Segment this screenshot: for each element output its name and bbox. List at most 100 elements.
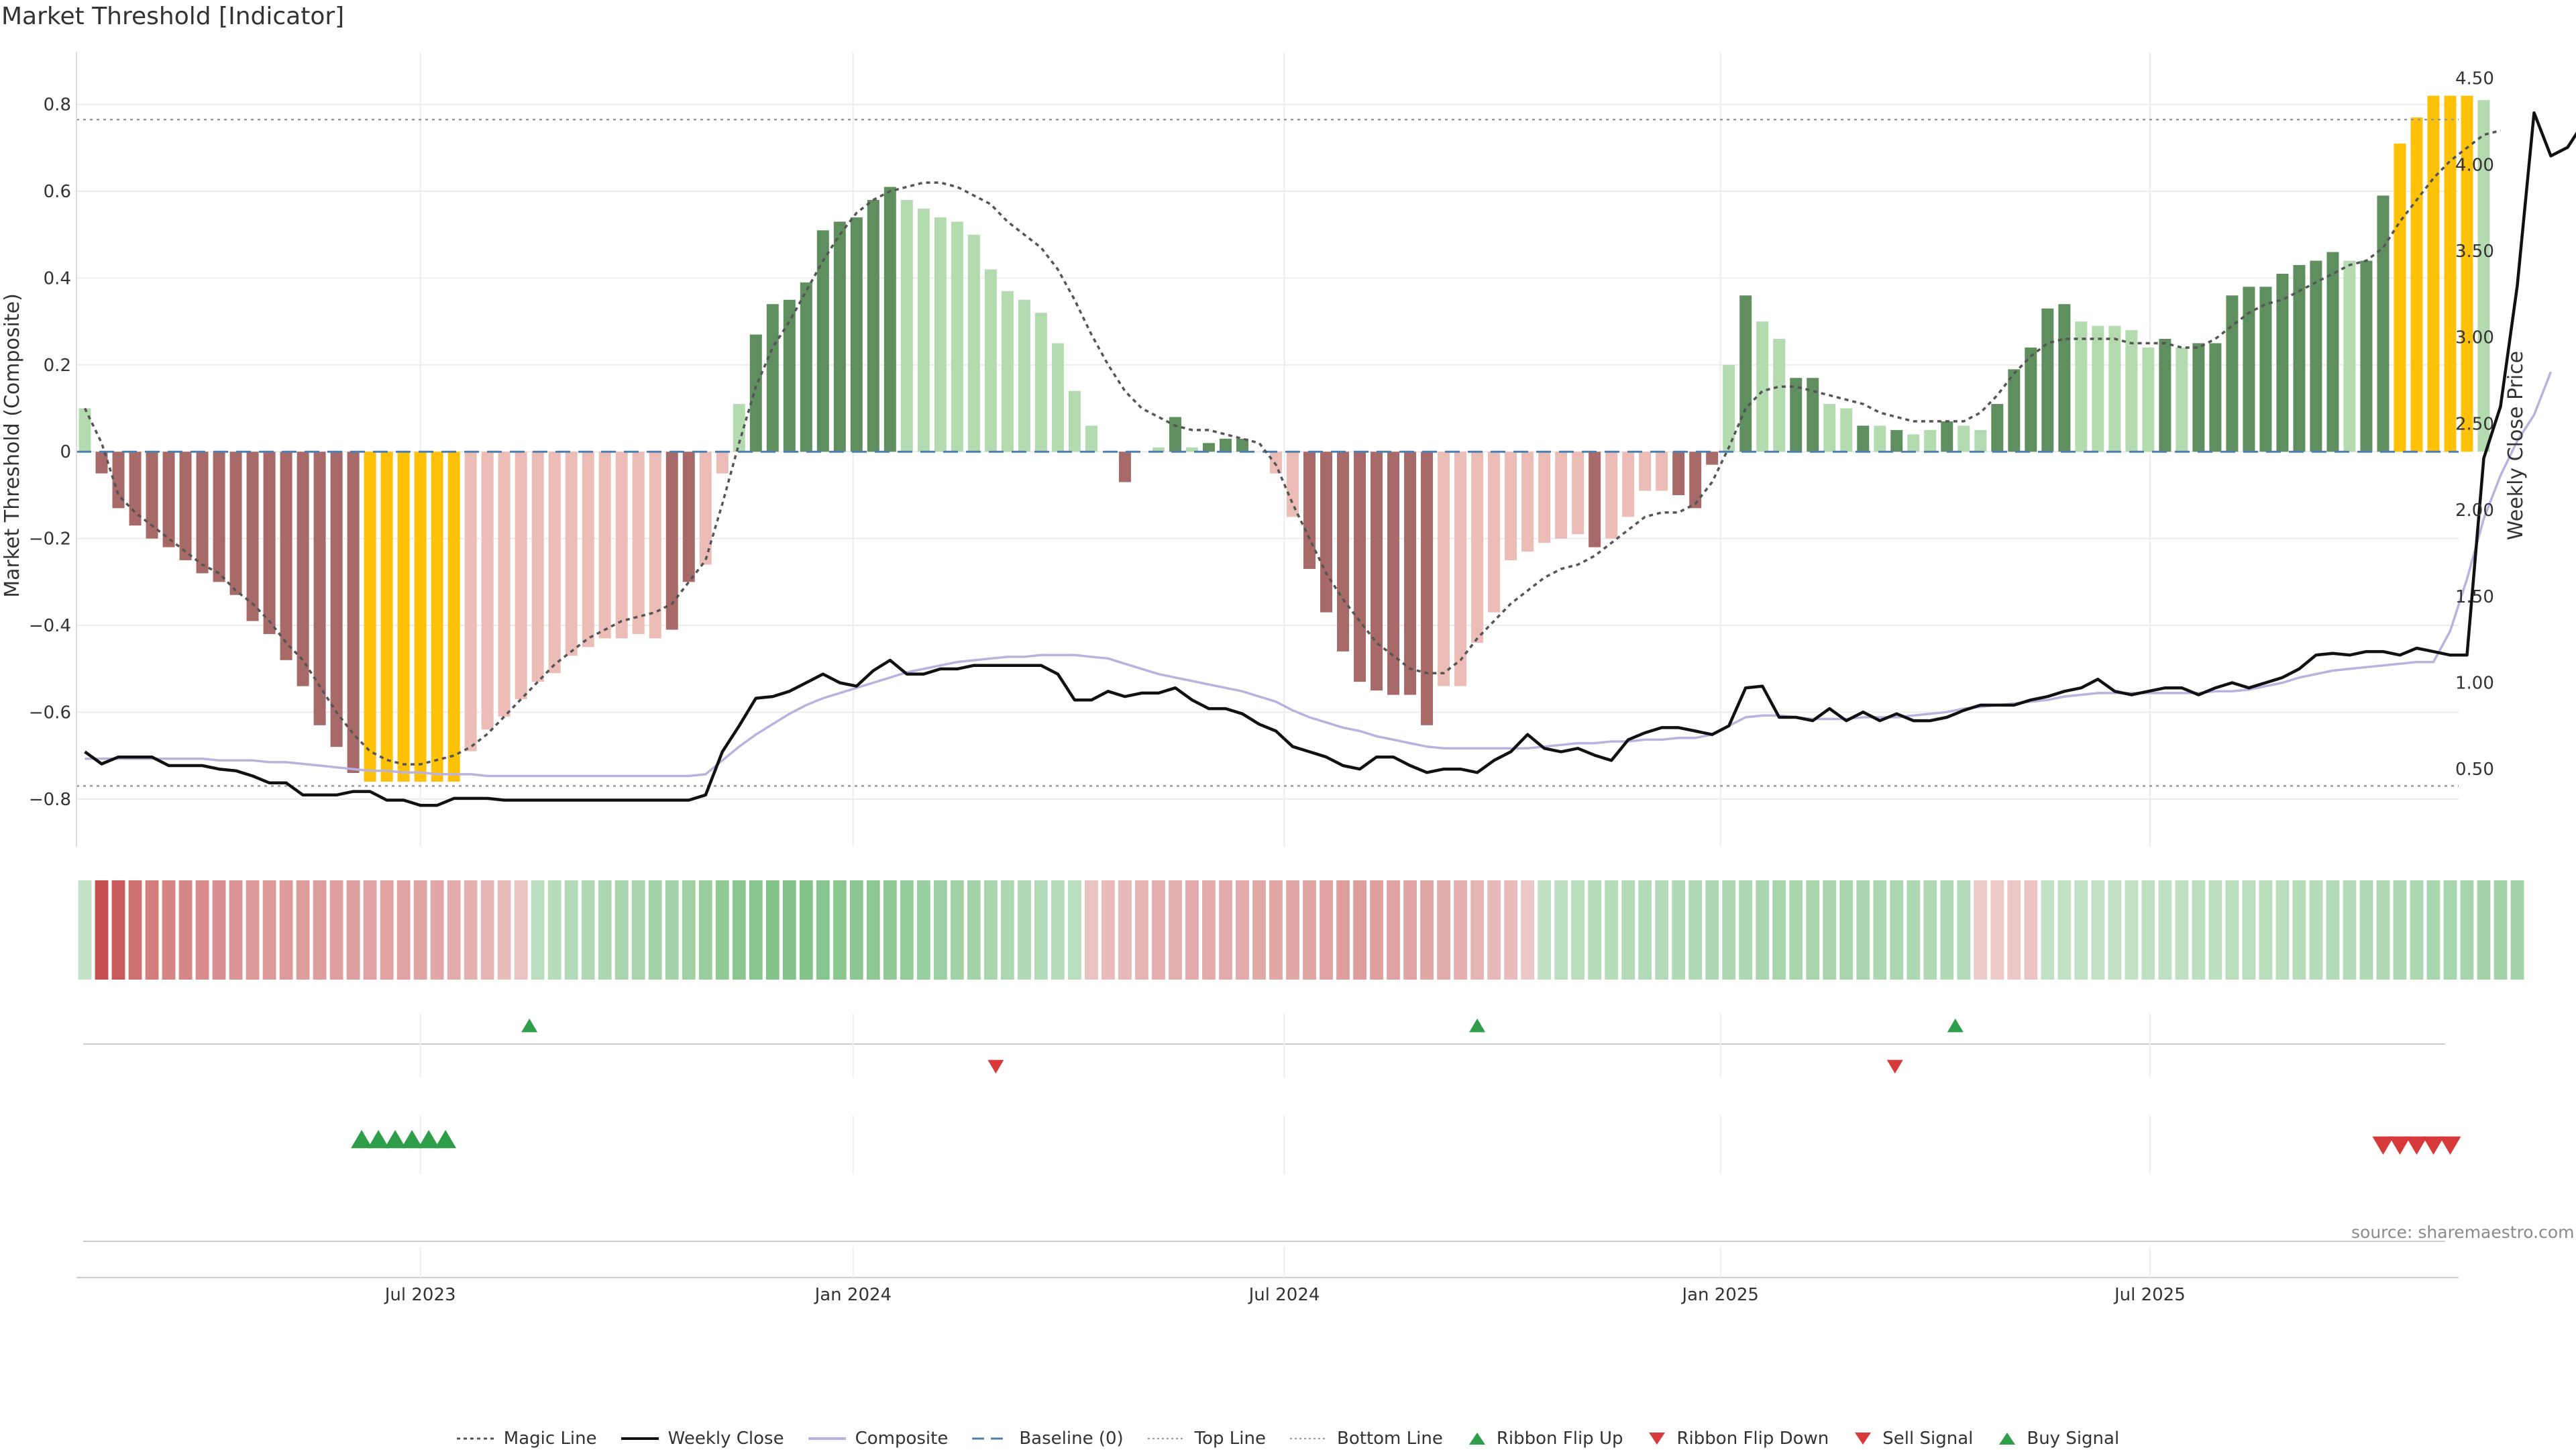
ribbon-cell <box>1420 880 1434 980</box>
ribbon-cell <box>2175 880 2188 980</box>
ribbon-cell <box>95 880 109 980</box>
ribbon-flip-up-marker <box>1469 1019 1485 1032</box>
sell-signal-marker <box>2372 1137 2394 1155</box>
ribbon-cell <box>2377 880 2390 980</box>
right-tick-label: 3.00 <box>2455 328 2494 348</box>
right-axis-title: Weekly Close Price <box>2504 351 2528 540</box>
ribbon-cell <box>1034 880 1048 980</box>
legend-label: Baseline (0) <box>1019 1429 1123 1449</box>
fine-dotted-line-icon <box>1290 1432 1328 1445</box>
ribbon-cell <box>380 880 394 980</box>
ribbon-cell <box>447 880 461 980</box>
ribbon-cell <box>263 880 276 980</box>
ribbon-cell <box>1001 880 1014 980</box>
composite-bar <box>2343 261 2355 452</box>
ribbon-cell <box>1252 880 1266 980</box>
ribbon-cell <box>1135 880 1148 980</box>
ribbon-cell <box>1722 880 1735 980</box>
ribbon-cell <box>1152 880 1165 980</box>
ribbon-cell <box>582 880 595 980</box>
ribbon-cell <box>213 880 226 980</box>
ribbon-cell <box>2326 880 2340 980</box>
composite-bar <box>1069 391 1081 452</box>
ribbon-cell <box>2511 880 2524 980</box>
composite-bar <box>1538 452 1550 543</box>
composite-bar <box>1018 300 1030 452</box>
composite-bar <box>2142 348 2154 452</box>
ribbon-cell <box>1873 880 1886 980</box>
composite-bar <box>1890 430 1902 452</box>
composite-bar <box>683 452 695 582</box>
sell-signal-marker <box>2422 1137 2444 1155</box>
composite-bar <box>1639 452 1651 490</box>
ribbon-cell <box>1051 880 1065 980</box>
ribbon-cell <box>1839 880 1853 980</box>
composite-bar <box>1605 452 1617 538</box>
composite-bar <box>867 200 879 452</box>
ribbon-cell <box>1554 880 1568 980</box>
composite-bar <box>1555 452 1567 538</box>
ribbon-cell <box>917 880 930 980</box>
composite-bar <box>1907 434 1919 452</box>
ribbon-cell <box>364 880 377 980</box>
ribbon-cell <box>1521 880 1534 980</box>
source-credit: source: sharemaestro.com <box>2351 1223 2575 1242</box>
ribbon-cell <box>1454 880 1467 980</box>
composite-bar <box>2326 252 2339 452</box>
right-tick-label: 4.00 <box>2455 155 2494 175</box>
ribbon-cell <box>1286 880 1299 980</box>
ribbon-cell <box>1219 880 1232 980</box>
ribbon-cell <box>1068 880 1081 980</box>
composite-bar <box>1052 343 1064 452</box>
composite-bar <box>180 452 192 560</box>
composite-bar <box>1169 417 1181 452</box>
composite-bar <box>800 282 812 452</box>
composite-bar <box>331 452 343 747</box>
left-tick-label: −0.6 <box>29 703 71 723</box>
composite-bar <box>599 452 611 638</box>
ribbon-cell <box>2024 880 2037 980</box>
composite-bar <box>2360 261 2372 452</box>
left-tick-label: 0.2 <box>44 356 71 376</box>
ribbon-cell <box>699 880 712 980</box>
sell-signal-marker <box>2406 1137 2427 1155</box>
lavender-line-icon <box>808 1432 846 1445</box>
composite-bar <box>347 452 360 773</box>
composite-bar <box>1085 425 1097 452</box>
composite-bar <box>1572 452 1584 534</box>
ribbon-cell <box>1940 880 1953 980</box>
ribbon-cell <box>2444 880 2457 980</box>
composite-bar <box>532 452 544 682</box>
legend-label: Composite <box>855 1429 949 1449</box>
ribbon-cell <box>2091 880 2104 980</box>
ribbon-cell <box>280 880 293 980</box>
ribbon-cell <box>1437 880 1450 980</box>
ribbon-cell <box>2410 880 2424 980</box>
left-tick-label: 0.6 <box>44 182 71 202</box>
composite-bar <box>2008 369 2020 452</box>
ribbon-cell <box>1772 880 1786 980</box>
ribbon-cell <box>1336 880 1350 980</box>
ribbon-cell <box>716 880 729 980</box>
ribbon-cell <box>2125 880 2138 980</box>
composite-bar <box>549 452 561 673</box>
ribbon-flip-up-marker <box>1947 1019 1964 1032</box>
composite-bar <box>1840 409 1852 452</box>
composite-bar <box>2478 100 2490 452</box>
ribbon-cell <box>1739 880 1752 980</box>
ribbon-cell <box>1269 880 1283 980</box>
composite-bar <box>264 452 276 634</box>
composite-bar <box>498 452 511 717</box>
ribbon-cell <box>246 880 260 980</box>
ribbon-cell <box>515 880 528 980</box>
composite-bar <box>280 452 292 660</box>
legend-label: Buy Signal <box>2027 1429 2119 1449</box>
composite-bar <box>851 217 863 452</box>
legend-item: Ribbon Flip Down <box>1647 1429 1829 1449</box>
ribbon-cell <box>1118 880 1132 980</box>
composite-bar <box>79 409 91 452</box>
ribbon-cell <box>1856 880 1870 980</box>
composite-bar <box>2209 343 2221 452</box>
ribbon-cell <box>2360 880 2373 980</box>
ribbon-cell <box>1672 880 1685 980</box>
